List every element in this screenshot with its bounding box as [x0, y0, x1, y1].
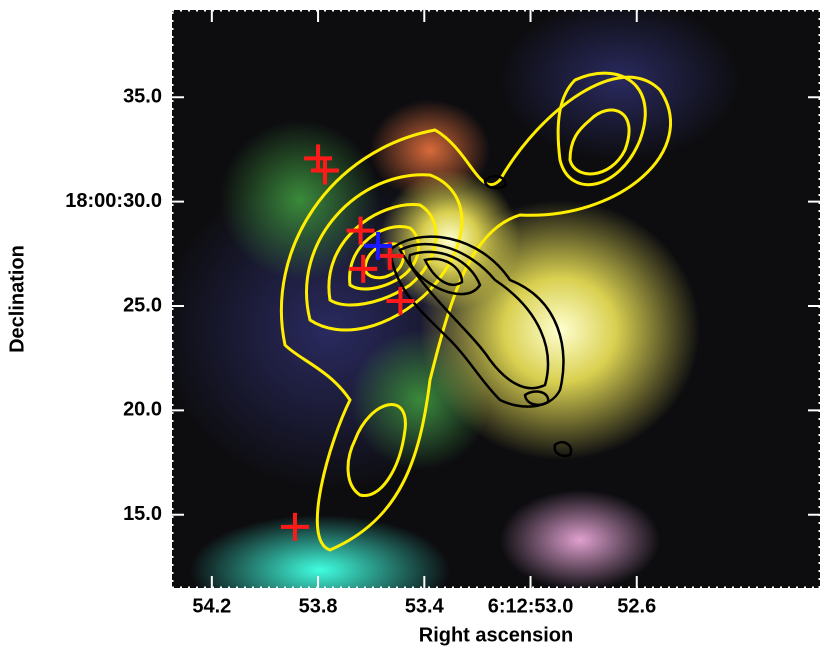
- y-tick-label: 20.0: [123, 399, 162, 421]
- cross-marker: [310, 156, 339, 185]
- x-tick-label: 53.8: [299, 595, 338, 617]
- black-contours: [388, 175, 573, 457]
- cross-marker: [346, 216, 375, 245]
- y-tick-label: 35.0: [123, 86, 162, 108]
- cross-marker: [280, 512, 309, 541]
- y-axis-label: Declination: [6, 245, 28, 353]
- x-tick-label: 53.4: [405, 595, 445, 617]
- y-tick-label: 18:00:30.0: [65, 190, 162, 212]
- x-tick-label: 54.2: [192, 595, 231, 617]
- frame: [170, 8, 822, 590]
- cross-marker: [349, 254, 378, 283]
- image: [172, 10, 820, 588]
- x-tick-label: 6:12:53.0: [488, 595, 574, 617]
- x-axis-label: Right ascension: [419, 624, 573, 646]
- y-tick-label: 25.0: [123, 294, 162, 316]
- y-tick-label: 15.0: [123, 503, 162, 525]
- cross-marker: [364, 231, 393, 260]
- cross-marker: [386, 286, 415, 315]
- x-tick-label: 52.6: [617, 595, 656, 617]
- cross-marker: [304, 144, 333, 173]
